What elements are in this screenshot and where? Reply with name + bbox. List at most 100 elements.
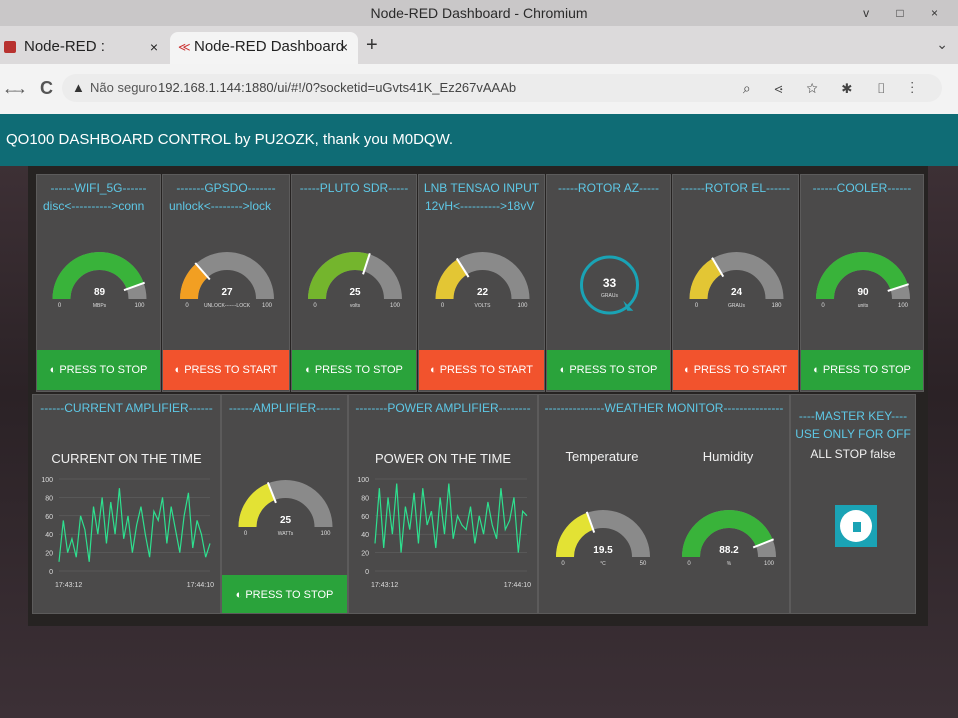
card-title: ------CURRENT AMPLIFIER------ <box>40 401 213 415</box>
all-stop-status: ALL STOP false <box>810 447 896 461</box>
status-card-1: -------GPSDO------- unlock<-------->lock 2… <box>162 174 290 392</box>
card-subtitle: unlock<-------->lock <box>169 199 272 213</box>
tab-node-red-dashboard[interactable]: ≪ Node-RED Dashboard × <box>170 32 358 64</box>
new-tab-button[interactable]: + <box>366 34 378 56</box>
tab-search-icon[interactable]: ⌄ <box>936 36 948 52</box>
status-gauge: 24 GRAUs 0 180 <box>689 252 784 309</box>
window-titlebar: Node-RED Dashboard - Chromium v □ × <box>0 0 958 26</box>
gauge-min: 0 <box>244 531 248 537</box>
amplifier-press-to-stop-button[interactable]: ◐ PRESS TO STOP <box>222 575 347 613</box>
card-title: -------GPSDO------- <box>176 181 276 195</box>
stop-icon <box>840 510 872 542</box>
press-to-start-button[interactable]: ◐ PRESS TO START <box>673 350 798 390</box>
close-tab-icon[interactable]: × <box>339 39 348 55</box>
forward-icon[interactable]: → <box>10 78 28 98</box>
amplifier-gauge: 25 WATTs 0 100 <box>238 480 333 537</box>
gauge-value: 25 <box>280 515 292 526</box>
press-to-stop-button[interactable]: ◐ PRESS TO STOP <box>547 350 670 390</box>
gauge-value: 33 <box>603 276 617 290</box>
gauge-max: 100 <box>320 531 331 537</box>
browser-toolbar-icons[interactable]: ⌕ ⋖ ☆ ✱ ▯ ⋮ <box>742 80 924 96</box>
warning-icon: ▲ <box>72 80 85 95</box>
gauge-max: 100 <box>898 303 909 309</box>
status-card-6: ------COOLER------ 90 units 0 100 ◐ PRESS TO … <box>800 174 924 392</box>
gauge-fill <box>816 252 908 300</box>
gauge-max: 100 <box>390 303 401 309</box>
gauge-min: 0 <box>441 303 445 309</box>
button-label: PRESS TO START <box>439 364 534 376</box>
gauge-min: 0 <box>687 561 691 567</box>
toggle-icon: ◐ <box>559 364 570 376</box>
card-title: ------ROTOR EL------ <box>680 181 791 195</box>
press-to-start-button[interactable]: ◐ PRESS TO START <box>419 350 544 390</box>
press-to-stop-button[interactable]: ◐ PRESS TO STOP <box>292 350 416 390</box>
url-input[interactable]: ▲ Não seguro 192.168.1.144:1880/ui/#!/0?… <box>62 74 942 102</box>
gauge-fill <box>435 259 468 300</box>
gauge-value: 89 <box>94 287 106 298</box>
y-tick-label: 100 <box>357 477 369 484</box>
power-line-chart: 0 20 40 60 80 100 17:43:12 17:44:10 <box>357 477 531 589</box>
gauge-max: 180 <box>771 303 782 309</box>
gauge-min: 0 <box>58 303 62 309</box>
window-controls[interactable]: v □ × <box>863 6 950 20</box>
url-text[interactable]: 192.168.1.144:1880/ui/#!/0?socketid=uGvt… <box>158 80 517 95</box>
gauge-value: 90 <box>857 287 869 298</box>
y-tick-label: 0 <box>365 569 369 576</box>
back-icon[interactable]: ← <box>2 78 20 98</box>
node-red-favicon-icon <box>4 41 16 53</box>
card-title: --------POWER AMPLIFIER-------- <box>355 401 531 415</box>
card-subtitle: 12vH<---------->18vV <box>425 199 535 213</box>
status-card-4: -----ROTOR AZ----- 33 GRAUs ◐ PRESS TO STOP <box>546 174 671 392</box>
gauge-min: 0 <box>695 303 699 309</box>
y-tick-label: 40 <box>45 532 53 539</box>
gauge-unit: VOLTS <box>474 303 491 309</box>
gauge-unit: GRAUs <box>728 303 745 309</box>
gauge-fill <box>682 510 773 558</box>
gauge-needle <box>711 257 725 278</box>
card-subtitle: USE ONLY FOR OFF <box>795 427 911 441</box>
gauge-unit: WATTs <box>278 531 294 537</box>
gauge-needle <box>362 253 371 275</box>
toggle-icon: ◐ <box>429 364 440 376</box>
master-stop-button[interactable] <box>835 505 877 547</box>
dashboard-area: ------WIFI_5G------ disc<---------->conn 8… <box>28 166 928 626</box>
button-label: PRESS TO STOP <box>245 589 334 601</box>
press-to-start-button[interactable]: ◐ PRESS TO START <box>163 350 289 390</box>
reload-icon[interactable]: C <box>40 78 53 98</box>
x-start-label: 17:43:12 <box>55 582 82 589</box>
status-card-0: ------WIFI_5G------ disc<---------->conn 8… <box>36 174 161 392</box>
gauge-min: 0 <box>561 561 565 567</box>
compass-gauge: 33 GRAUs <box>580 255 639 315</box>
gauge-min: 0 <box>313 303 317 309</box>
status-gauge: 90 units 0 100 <box>816 252 910 309</box>
gauge-fill <box>180 263 209 300</box>
compass-ring <box>580 255 639 315</box>
x-end-label: 17:44:10 <box>504 582 531 589</box>
gauge-max: 50 <box>640 561 647 567</box>
page-title: QO100 DASHBOARD CONTROL by PU2OZK, thank… <box>6 131 454 148</box>
close-tab-icon[interactable]: × <box>149 39 158 55</box>
button-label: PRESS TO START <box>693 364 788 376</box>
current-line-chart: 0 20 40 60 80 100 17:43:12 17:44:10 <box>41 477 214 589</box>
card-title: ------WIFI_5G------ <box>50 181 147 195</box>
gauge-min: 0 <box>821 303 825 309</box>
toggle-icon: ◐ <box>305 364 315 376</box>
gauge-unit: GRAUs <box>601 293 618 299</box>
power-amplifier-card: --------POWER AMPLIFIER-------- POWER ON… <box>348 394 538 614</box>
toggle-icon: ◐ <box>235 589 243 601</box>
press-to-stop-button[interactable]: ◐ PRESS TO STOP <box>37 350 160 390</box>
gauge-max: 100 <box>764 561 775 567</box>
chart-title: CURRENT ON THE TIME <box>51 451 202 466</box>
weather-monitor-card: ---------------WEATHER MONITOR----------… <box>538 394 790 614</box>
tab-node-red-editor[interactable]: Node-RED : 192.168.1.14 × <box>0 32 168 85</box>
gauge-fill <box>556 512 594 558</box>
gauge-value: 19.5 <box>593 545 613 556</box>
security-status[interactable]: Não seguro <box>90 80 158 95</box>
chart-title: POWER ON THE TIME <box>374 451 512 466</box>
gauge-unit: °C <box>600 561 606 567</box>
temperature-label: Temperature <box>565 449 639 464</box>
toggle-icon: ◐ <box>174 364 185 376</box>
press-to-stop-button[interactable]: ◐ PRESS TO STOP <box>801 350 923 390</box>
temperature-gauge: 19.5 °C 0 50 <box>556 510 650 567</box>
toggle-icon: ◐ <box>49 364 60 376</box>
